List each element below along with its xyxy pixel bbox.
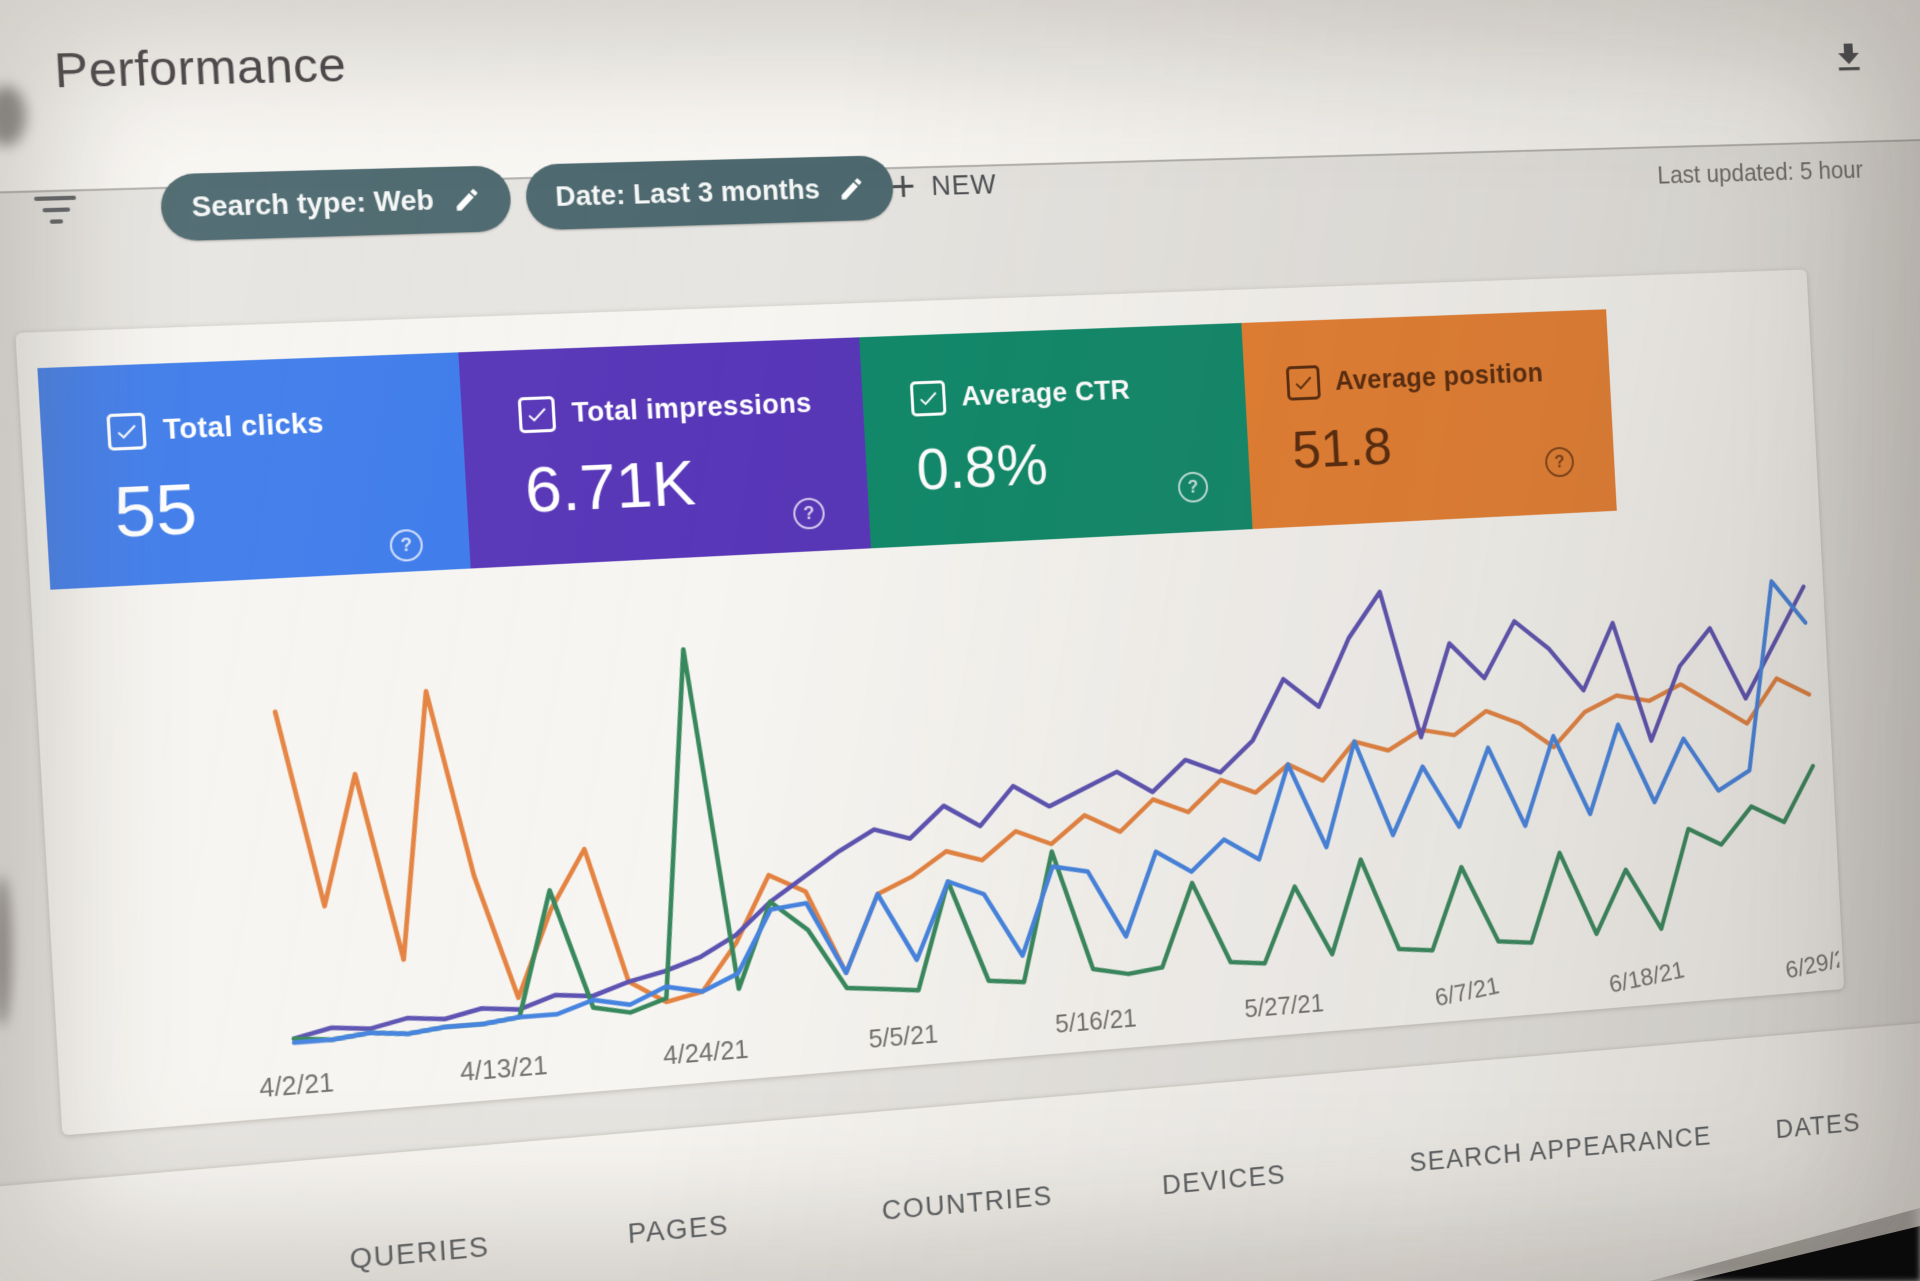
metric-card-total-impressions[interactable]: Total impressions 6.71K ?	[458, 337, 871, 569]
metric-label: Average CTR	[960, 374, 1131, 412]
checkbox-checked-icon[interactable]	[909, 380, 947, 417]
page-title: Performance	[52, 37, 348, 98]
metric-card-total-clicks[interactable]: Total clicks 55 ?	[37, 352, 471, 590]
series-total-impressions	[272, 569, 1821, 1039]
edit-pencil-icon	[455, 188, 479, 211]
x-axis-label: 5/5/21	[868, 1021, 939, 1054]
metric-label: Total impressions	[570, 387, 813, 429]
new-filter-label: NEW	[930, 168, 998, 201]
search-type-chip[interactable]: Search type: Web	[159, 165, 513, 242]
filter-lines-icon[interactable]	[33, 195, 78, 225]
performance-report-panel: Total clicks 55 ? Total impressions 6.71…	[15, 269, 1845, 1136]
metric-card-average-ctr[interactable]: Average CTR 0.8% ?	[859, 322, 1253, 549]
plus-icon: +	[889, 162, 917, 211]
metric-cards-row: Total clicks 55 ? Total impressions 6.71…	[37, 309, 1617, 590]
x-axis-label: 4/13/21	[459, 1052, 548, 1087]
metric-card-average-position[interactable]: Average position 51.8 ?	[1241, 309, 1617, 530]
metric-label: Total clicks	[162, 407, 325, 446]
last-updated-text: Last updated: 5 hour	[1656, 156, 1864, 190]
new-filter-button[interactable]: + NEW	[889, 152, 998, 219]
export-download-button[interactable]	[1823, 31, 1875, 85]
download-icon	[1837, 43, 1860, 71]
x-axis-label: 6/18/21	[1607, 957, 1686, 998]
x-axis-label: 6/7/21	[1433, 973, 1501, 1012]
help-icon[interactable]: ?	[1177, 471, 1209, 504]
series-total-clicks	[272, 580, 1821, 1043]
checkbox-checked-icon[interactable]	[106, 412, 147, 451]
checkbox-checked-icon[interactable]	[517, 395, 557, 434]
x-axis-label: 4/2/21	[259, 1069, 335, 1103]
help-icon[interactable]: ?	[389, 528, 424, 563]
date-range-chip[interactable]: Date: Last 3 months	[524, 155, 895, 231]
x-axis-label: 5/27/21	[1244, 990, 1325, 1023]
x-axis-label: 4/24/21	[663, 1036, 750, 1070]
help-icon[interactable]: ?	[792, 497, 826, 530]
help-icon[interactable]: ?	[1544, 446, 1575, 478]
edit-pencil-icon	[840, 177, 863, 199]
x-axis-label: 5/16/21	[1055, 1005, 1138, 1038]
metric-label: Average position	[1334, 358, 1544, 396]
checkbox-checked-icon[interactable]	[1285, 365, 1321, 401]
date-range-chip-label: Date: Last 3 months	[554, 173, 821, 212]
search-type-chip-label: Search type: Web	[190, 184, 435, 223]
x-axis-label: 6/29/21	[1784, 943, 1841, 984]
performance-line-chart: 4/2/21 4/13/21 4/24/21 5/5/21 5/16/21 5/27/21…	[259, 516, 1841, 1103]
